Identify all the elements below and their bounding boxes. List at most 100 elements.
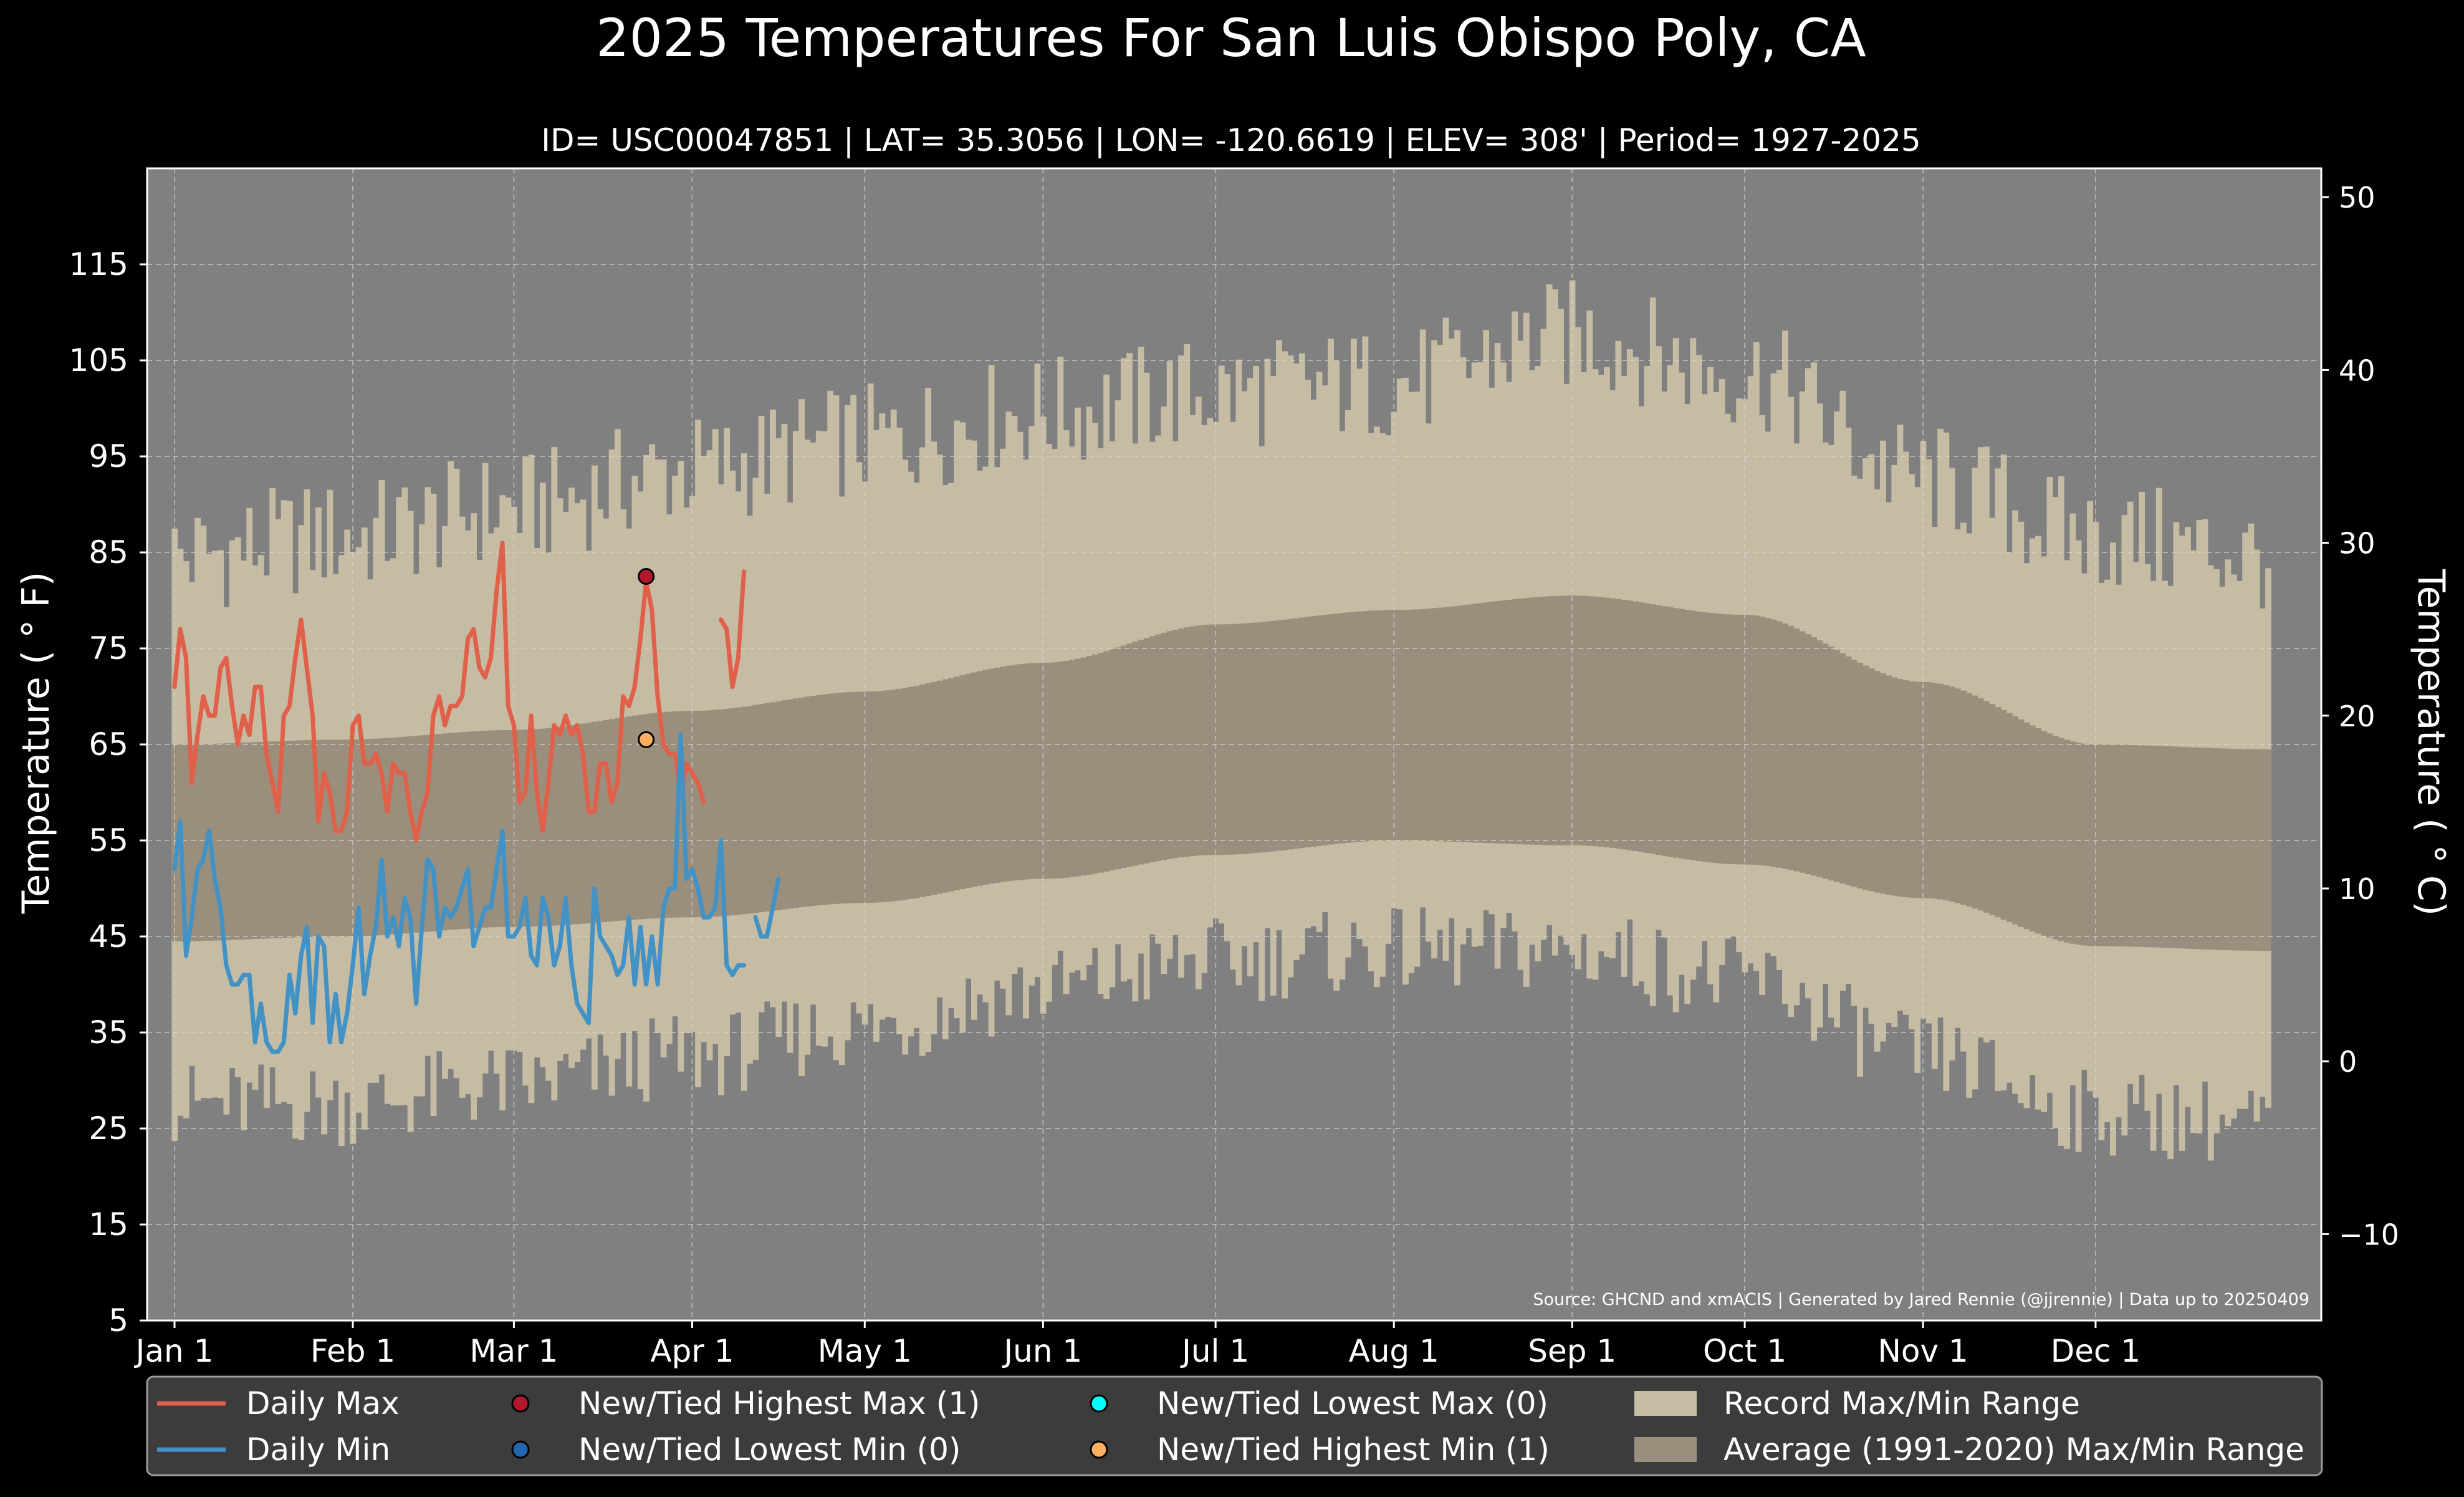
chart-title: 2025 Temperatures For San Luis Obispo Po… xyxy=(596,7,1866,69)
average-range-bar xyxy=(591,721,598,923)
average-range-bar xyxy=(1759,616,1765,865)
average-range-bar xyxy=(614,718,621,922)
average-range-bar xyxy=(884,690,891,902)
average-range-bar xyxy=(476,731,483,928)
average-range-bar xyxy=(264,741,270,939)
average-range-bar xyxy=(631,715,638,920)
legend-dot-swatch xyxy=(1090,1394,1108,1413)
legend-label: Daily Max xyxy=(246,1385,400,1422)
average-range-bar xyxy=(873,691,880,903)
y-tick-label: 95 xyxy=(89,438,128,474)
average-range-bar xyxy=(557,726,563,926)
legend-dot-swatch xyxy=(511,1394,530,1413)
average-range-bar xyxy=(1120,645,1127,869)
average-range-bar xyxy=(902,688,909,900)
average-range-bar xyxy=(1356,611,1363,842)
average-range-bar xyxy=(2179,746,2185,949)
average-range-bar xyxy=(770,702,776,911)
average-range-bar xyxy=(511,729,517,927)
average-range-bar xyxy=(942,679,949,893)
average-range-bar xyxy=(1868,668,1875,892)
average-range-bar xyxy=(2248,749,2255,951)
average-range-bar xyxy=(1535,597,1541,845)
average-range-bar xyxy=(292,740,299,938)
average-range-bar xyxy=(1477,603,1484,843)
average-range-bar xyxy=(1184,627,1191,857)
average-range-bar xyxy=(401,736,408,934)
average-range-bar xyxy=(620,717,626,921)
average-range-bar xyxy=(689,711,696,918)
average-range-bar xyxy=(453,732,460,930)
average-range-bar xyxy=(2190,747,2197,950)
average-range-bar xyxy=(2058,738,2064,941)
average-range-bar xyxy=(735,707,742,915)
average-range-bar xyxy=(309,739,316,937)
average-range-bar xyxy=(931,681,937,895)
average-range-bar xyxy=(2242,749,2249,951)
daily-max-line xyxy=(172,541,746,843)
average-range-bar xyxy=(234,743,241,940)
average-range-bar xyxy=(1707,612,1714,863)
average-range-bar xyxy=(321,739,328,937)
average-range-bar xyxy=(695,710,701,918)
average-range-bar xyxy=(1897,678,1904,897)
average-range-bar xyxy=(1816,640,1823,877)
average-range-bar xyxy=(361,739,368,936)
average-range-bar xyxy=(471,731,477,928)
average-range-bar xyxy=(1690,610,1697,860)
legend-label: New/Tied Highest Min (1) xyxy=(1157,1432,1550,1468)
average-range-bar xyxy=(977,671,984,886)
average-range-bar xyxy=(1385,610,1392,841)
average-range-bar xyxy=(717,709,724,917)
average-range-bar xyxy=(1201,625,1207,855)
average-range-bar xyxy=(982,670,989,885)
average-range-bar xyxy=(775,701,782,910)
y-tick-label: 115 xyxy=(69,246,128,282)
average-range-bar xyxy=(2196,747,2203,950)
average-range-bar xyxy=(1632,601,1639,852)
average-range-bar xyxy=(833,693,840,904)
average-range-bar xyxy=(568,725,575,925)
average-range-bar xyxy=(1604,597,1610,847)
average-range-bar xyxy=(189,744,195,941)
average-range-bar xyxy=(2006,713,2013,922)
average-range-bar xyxy=(350,739,357,936)
average-range-bar xyxy=(1960,690,1967,905)
average-range-bar xyxy=(448,733,454,930)
y2-tick-label: 0 xyxy=(2339,1045,2357,1079)
average-range-bar xyxy=(183,744,189,941)
average-range-bar xyxy=(1379,610,1386,841)
average-range-bar xyxy=(223,743,230,940)
average-range-bar xyxy=(1086,656,1093,875)
average-range-bar xyxy=(1442,607,1449,842)
y-tick-label: 15 xyxy=(89,1206,128,1243)
average-range-bar xyxy=(2041,731,2048,936)
average-range-bar xyxy=(396,737,403,935)
average-range-bar xyxy=(1339,613,1346,844)
y2-tick-label: 20 xyxy=(2339,700,2375,733)
average-range-bar xyxy=(1972,695,1978,909)
average-range-bar xyxy=(430,734,437,931)
average-range-bar xyxy=(286,741,293,938)
average-range-bar xyxy=(1914,681,1921,898)
average-range-bar xyxy=(344,739,351,936)
average-range-bar xyxy=(355,739,362,936)
average-range-bar xyxy=(2035,728,2041,934)
chart-subtitle: ID= USC00047851 | LAT= 35.3056 | LON= -1… xyxy=(541,122,1920,158)
average-range-bar xyxy=(1805,634,1811,875)
average-range-bar xyxy=(1270,620,1277,852)
average-range-bar xyxy=(580,723,587,924)
average-range-bar xyxy=(1454,605,1460,842)
average-range-bar xyxy=(1862,665,1869,890)
average-range-bar xyxy=(1189,626,1196,856)
record-range-bar xyxy=(1057,357,1064,951)
average-range-bar xyxy=(2052,736,2059,940)
average-range-bar xyxy=(1834,650,1840,882)
average-range-bar xyxy=(2064,739,2071,943)
average-range-bar xyxy=(2162,746,2168,948)
average-range-bar xyxy=(1621,599,1627,850)
average-range-bar xyxy=(1747,615,1754,865)
average-range-bar xyxy=(787,699,793,909)
new-highest-min-point xyxy=(638,731,655,748)
average-range-bar xyxy=(608,719,615,922)
